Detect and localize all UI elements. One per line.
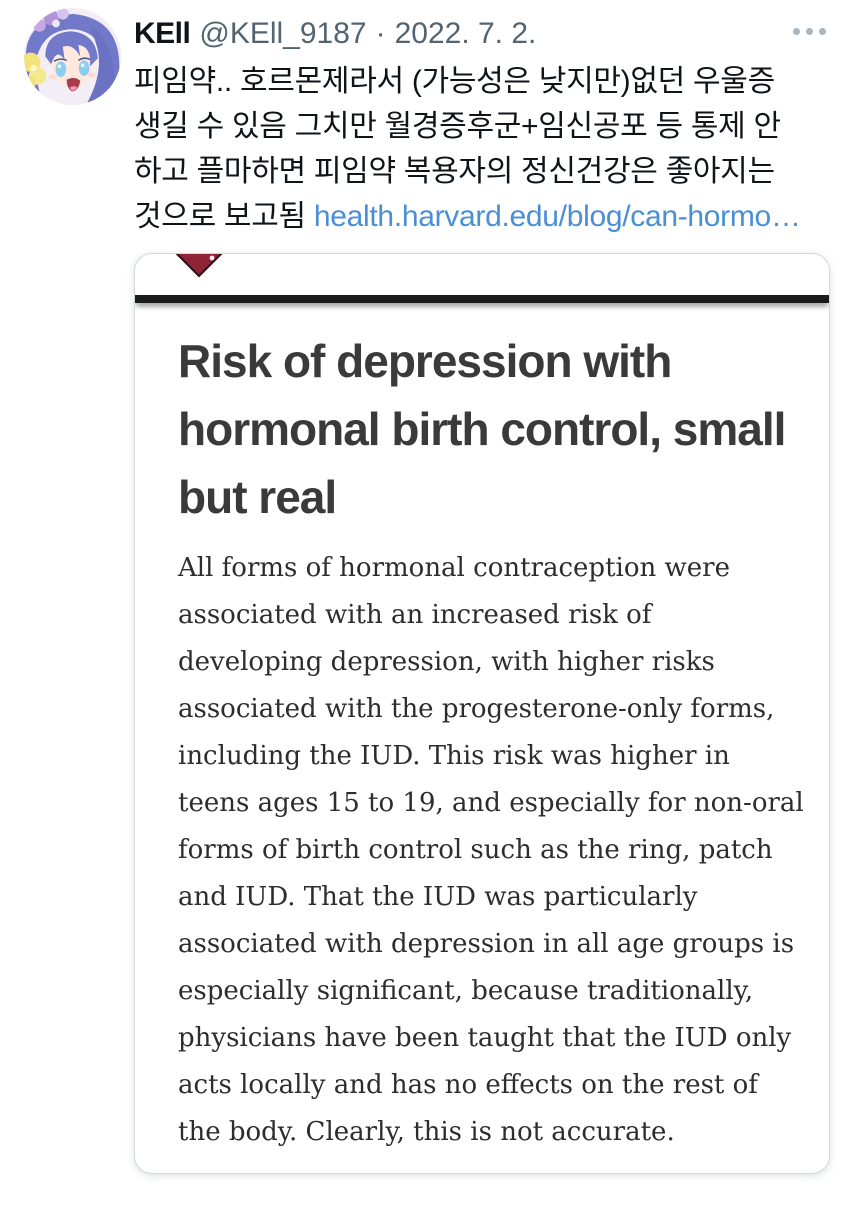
anime-avatar-icon <box>24 8 121 105</box>
divider-bar <box>135 295 829 303</box>
display-name[interactable]: KEll <box>134 17 191 50</box>
tweet-body-text: 피임약.. 호르몬제라서 (가능성은 낮지만)없던 우울증 생길 수 있음 그치… <box>134 65 781 233</box>
separator-dot: · <box>375 17 386 50</box>
tweet-link[interactable]: health.harvard.edu/blog/can-hormo… <box>313 200 801 233</box>
tweet-text: 피임약.. 호르몬제라서 (가능성은 낮지만)없던 우울증 생길 수 있음 그치… <box>134 59 830 239</box>
user-handle[interactable]: @KEll_9187 <box>199 17 367 50</box>
tweet-content-column: KEll @KEll_9187 · 2022. 7. 2. 피임약.. 호르몬제… <box>134 8 830 1174</box>
more-dot <box>806 28 813 35</box>
article-paragraph-1: All forms of hormonal contraception were… <box>178 553 804 1147</box>
avatar[interactable] <box>24 8 121 105</box>
tweet-date[interactable]: 2022. 7. 2. <box>394 17 537 50</box>
avatar-column <box>24 8 134 1174</box>
tweet-header: KEll @KEll_9187 · 2022. 7. 2. <box>134 8 830 52</box>
card-top-strip <box>135 254 829 295</box>
article-headline: Risk of depression with hormonal birth c… <box>178 335 786 523</box>
article-body: Risk of depression with hormonal birth c… <box>135 303 829 1173</box>
harvard-shield-icon <box>175 254 223 277</box>
more-dot <box>819 28 826 35</box>
article-image-card[interactable]: Risk of depression with hormonal birth c… <box>134 253 830 1174</box>
more-icon[interactable] <box>785 16 830 43</box>
more-dot <box>793 28 800 35</box>
tweet: KEll @KEll_9187 · 2022. 7. 2. 피임약.. 호르몬제… <box>24 8 830 1174</box>
